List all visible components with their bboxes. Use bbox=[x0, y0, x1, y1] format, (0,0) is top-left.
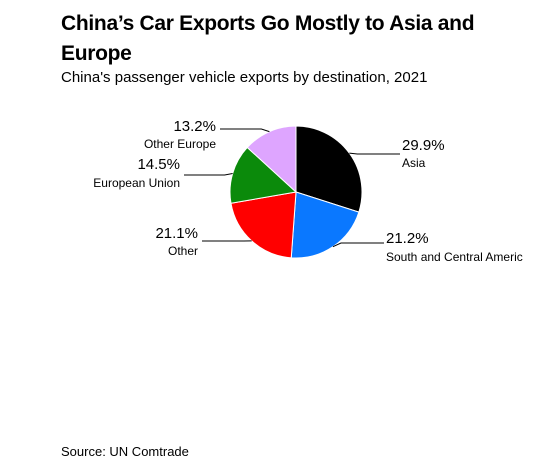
leader-line-other-europe bbox=[220, 128, 270, 133]
leader-line-european-union bbox=[184, 172, 233, 176]
slice-percent-other-europe: 13.2% bbox=[173, 118, 216, 135]
pie-slice-south-and-central-americ bbox=[290, 191, 360, 259]
pie-slice-other-europe bbox=[246, 125, 297, 194]
slice-percent-european-union: 14.5% bbox=[137, 156, 180, 173]
slice-label-european-union: European Union bbox=[93, 176, 180, 190]
slice-percent-south-and-central-americ: 21.2% bbox=[386, 230, 429, 247]
slice-percent-asia: 29.9% bbox=[402, 137, 445, 154]
leader-line-south-and-central-americ bbox=[332, 242, 384, 248]
pie-slices bbox=[229, 125, 363, 259]
slice-label-other: Other bbox=[168, 244, 198, 258]
slice-label-asia: Asia bbox=[402, 156, 426, 170]
pie-chart: 29.9% Asia 21.2% South and Central Americ 21… bbox=[93, 118, 522, 264]
leader-lines bbox=[184, 128, 400, 248]
source-note: Source: UN Comtrade bbox=[61, 444, 189, 459]
pie-slice-asia bbox=[295, 125, 363, 213]
chart-subtitle: China's passenger vehicle exports by des… bbox=[61, 69, 428, 86]
leader-line-asia bbox=[349, 152, 400, 155]
chart-title: China’s Car Exports Go Mostly to Asia an… bbox=[61, 12, 475, 65]
pie-slice-other bbox=[230, 191, 297, 259]
slice-label-other-europe: Other Europe bbox=[144, 137, 216, 151]
slice-labels: 29.9% Asia 21.2% South and Central Americ 21… bbox=[93, 118, 522, 264]
slice-label-south-and-central-americ: South and Central Americ bbox=[386, 250, 523, 264]
slice-percent-other: 21.1% bbox=[155, 225, 198, 242]
pie-slice-european-union bbox=[229, 146, 298, 204]
